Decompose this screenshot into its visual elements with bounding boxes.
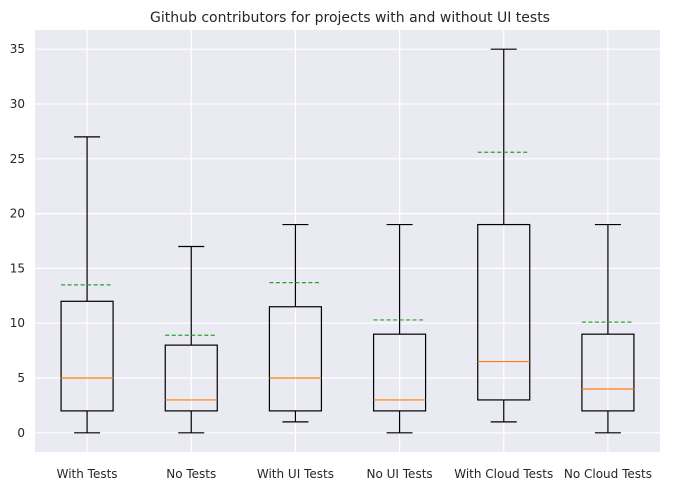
- y-tick-label: 20: [10, 207, 25, 221]
- y-tick-label: 5: [17, 371, 25, 385]
- box-plot-2: [164, 245, 218, 434]
- y-tick-label: 0: [17, 426, 25, 440]
- iqr-box: [581, 333, 635, 412]
- x-tick-label: No UI Tests: [367, 467, 433, 481]
- x-tick-label: With UI Tests: [257, 467, 334, 481]
- iqr-box: [372, 333, 427, 412]
- y-tick-label: 15: [10, 261, 25, 275]
- iqr-box: [477, 223, 531, 401]
- box-plots: [60, 48, 635, 434]
- y-axis-ticks: 0 5 10 15 20 25 30 35: [10, 42, 25, 440]
- iqr-box: [60, 300, 114, 412]
- x-tick-label: No Tests: [166, 467, 216, 481]
- box-plot-5: [477, 48, 531, 423]
- box-plot-3: [268, 223, 323, 423]
- chart-title: Github contributors for projects with an…: [150, 10, 550, 26]
- x-axis-ticks: With Tests No Tests With UI Tests No UI Tes…: [57, 467, 652, 481]
- iqr-box: [164, 344, 218, 412]
- y-tick-label: 25: [10, 152, 25, 166]
- box-plot-1: [60, 136, 114, 434]
- y-tick-label: 30: [10, 97, 25, 111]
- y-tick-label: 35: [10, 42, 25, 56]
- x-tick-label: No Cloud Tests: [564, 467, 652, 481]
- plot-area: [35, 30, 660, 452]
- box-plot-4: [372, 223, 427, 434]
- y-tick-label: 10: [10, 316, 25, 330]
- iqr-box: [268, 306, 323, 412]
- box-plot-6: [581, 223, 635, 434]
- x-tick-label: With Cloud Tests: [454, 467, 553, 481]
- x-tick-label: With Tests: [57, 467, 118, 481]
